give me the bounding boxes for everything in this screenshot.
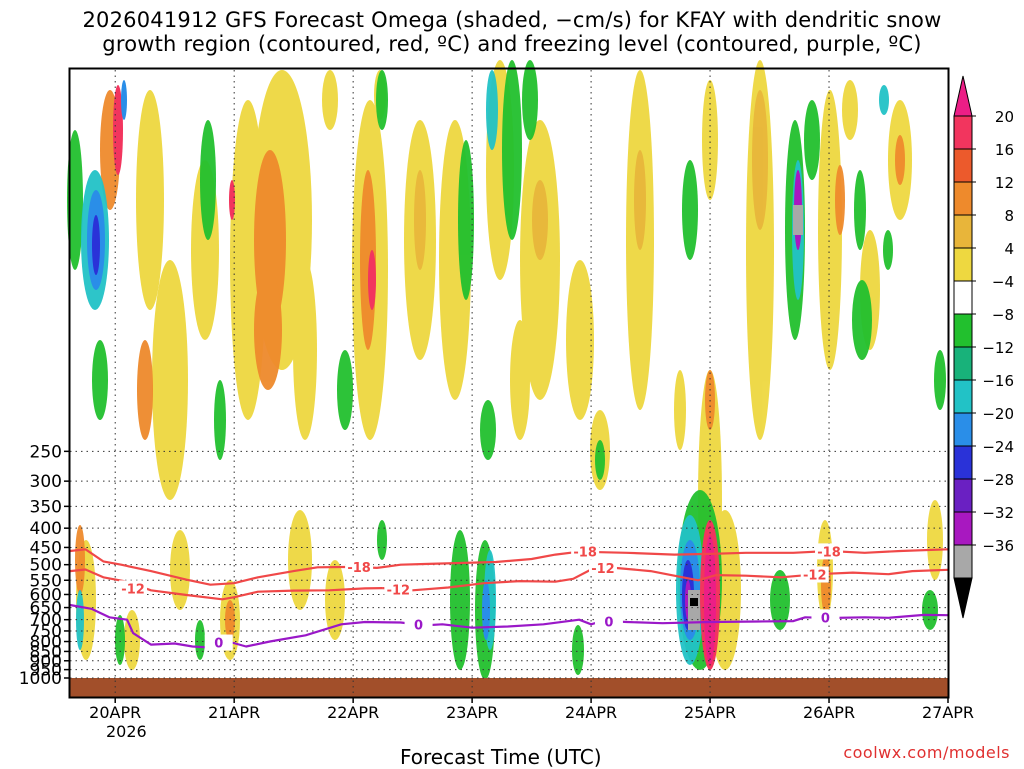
colorbar-label: 4 (1004, 240, 1014, 258)
colorbar-segment (953, 148, 973, 183)
colorbar-label: −24 (982, 438, 1014, 456)
colorbar-label: 20 (995, 108, 1014, 126)
x-tick-label: 20APR (89, 703, 141, 722)
colorbar-segment (953, 511, 973, 546)
colorbar-top-triangle (953, 75, 973, 117)
colorbar-label: −28 (982, 471, 1014, 489)
y-tick-label: 850 (30, 642, 62, 662)
colorbar: 20 16 12 8 4 −4 −8 −12 −16 −20 −24 −28 −32 −36 (953, 75, 1014, 619)
colorbar-bottom-triangle (953, 577, 973, 619)
contour-label: 0 (821, 611, 830, 626)
y-tick-label: 300 (30, 472, 62, 492)
contour-label: -12 (121, 582, 145, 597)
contour-label: 0 (214, 637, 223, 652)
title-line-1: 2026041912 GFS Forecast Omega (shaded, −… (82, 8, 942, 32)
x-tick-label: 27APR (922, 703, 974, 722)
contour-label-bg (571, 543, 600, 560)
x-tick-label: 22APR (327, 703, 379, 722)
x-tick-label: 24APR (565, 703, 617, 722)
omega-shading (67, 60, 946, 680)
y-tick-label: 600 (30, 585, 62, 605)
colorbar-segment (953, 247, 973, 282)
colorbar-label: 8 (1004, 207, 1014, 225)
colorbar-segment (953, 313, 973, 348)
contour-label: -18 (573, 546, 597, 561)
contour-label: -18 (817, 545, 841, 560)
x-tick-label: 26APR (803, 703, 855, 722)
x-axis-label: Forecast Time (UTC) (400, 745, 602, 769)
y-tick-label: 350 (30, 497, 62, 517)
contour-label: -18 (347, 561, 371, 576)
contour-line (69, 603, 949, 649)
ground-strip (70, 678, 948, 698)
contour-label: -12 (591, 562, 615, 577)
contour-label-bg (384, 581, 413, 598)
contour-label-bg (588, 559, 617, 576)
colorbar-label: −32 (982, 504, 1014, 522)
colorbar-segment (953, 544, 973, 579)
colorbar-label: −16 (982, 372, 1014, 390)
contour-label-bg (594, 613, 623, 630)
colorbar-label: −4 (992, 273, 1014, 291)
colorbar-label: −8 (992, 306, 1014, 324)
x-tick-label: 23APR (446, 703, 498, 722)
credit-text: coolwx.com/models (843, 743, 1010, 762)
colorbar-segment (953, 214, 973, 249)
y-tick-label: 750 (30, 622, 62, 642)
contour-label: -12 (387, 583, 411, 598)
year-label: 2026 (106, 722, 147, 741)
contour-line (69, 548, 949, 586)
colorbar-segment (953, 280, 973, 315)
title-line-2: growth region (contoured, red, ºC) and f… (102, 32, 922, 56)
contour-label: 0 (414, 619, 423, 634)
colorbar-segment (953, 379, 973, 414)
y-tick-label: 950 (30, 661, 62, 681)
contour-label-bg (345, 558, 374, 575)
contour-line (382, 566, 949, 592)
contour-label-bg (811, 609, 840, 626)
contour-label-bg (800, 566, 829, 583)
x-tick-label: 21APR (208, 703, 260, 722)
x-axis: 20APR 21APR 22APR 23APR 24APR 25APR 26APR 27APR (89, 697, 974, 722)
y-tick-label: 500 (30, 556, 62, 576)
colorbar-label: −20 (982, 405, 1014, 423)
contour-label: -12 (803, 569, 827, 584)
colorbar-label: 12 (995, 174, 1014, 192)
colorbar-segment (953, 346, 973, 381)
colorbar-label: 16 (995, 141, 1014, 159)
colorbar-label: −12 (982, 339, 1014, 357)
colorbar-label: −36 (982, 537, 1014, 555)
colorbar-segment (953, 412, 973, 447)
plot-frame (68, 67, 950, 699)
y-axis: 250 300 3504004505005506006507007508008509… (19, 442, 70, 689)
contour-label-bg (815, 543, 844, 560)
y-tick-label: 550 (30, 571, 62, 591)
y-tick-label: 800 (30, 633, 62, 653)
y-tick-label: 650 (30, 599, 62, 619)
y-tick-label: 450 (30, 538, 62, 558)
y-tick-label: 1000 (19, 669, 62, 689)
y-tick-label: 250 (30, 442, 62, 462)
contour-label: 0 (604, 616, 613, 631)
contour-line (69, 568, 383, 601)
chart-title: 2026041912 GFS Forecast Omega (shaded, −… (0, 8, 1024, 56)
contour-label-bg (119, 580, 148, 597)
colorbar-segment (953, 115, 973, 150)
contour-label-bg (404, 616, 433, 633)
y-tick-label: 400 (30, 519, 62, 539)
colorbar-segment (953, 445, 973, 480)
x-tick-label: 25APR (684, 703, 736, 722)
y-tick-label: 900 (30, 652, 62, 672)
colorbar-segment (953, 478, 973, 513)
contour-label-bg (204, 634, 233, 651)
colorbar-segment (953, 181, 973, 216)
y-tick-label: 700 (30, 611, 62, 631)
